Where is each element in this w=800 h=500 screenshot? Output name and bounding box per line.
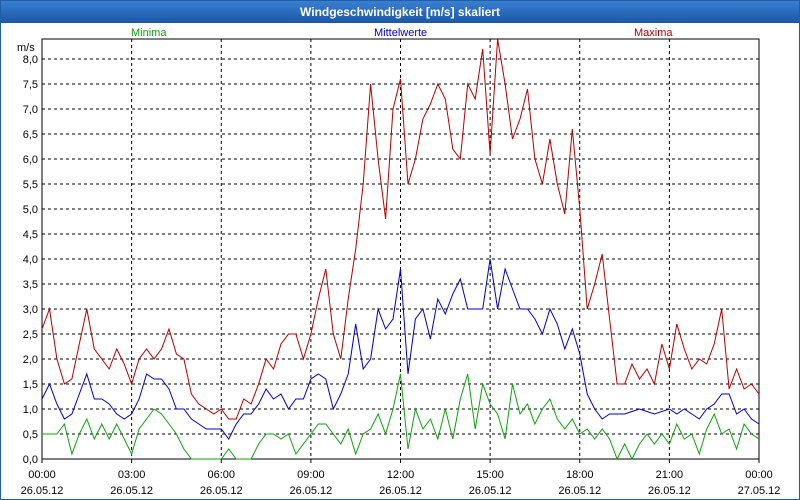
x-tick-label-date: 26.05.12 — [110, 485, 153, 497]
x-tick-label-date: 26.05.12 — [379, 485, 422, 497]
y-tick-label: 0,0 — [23, 454, 38, 466]
y-tick-label: 5,5 — [23, 179, 38, 191]
x-tick-label-time: 03:00 — [118, 469, 146, 481]
y-axis-unit: m/s — [17, 42, 35, 54]
y-tick-label: 6,0 — [23, 154, 38, 166]
x-tick-label-time: 12:00 — [387, 469, 415, 481]
y-tick-label: 4,5 — [23, 229, 38, 241]
y-tick-label: 2,0 — [23, 354, 38, 366]
legend-mittelwerte: Mittelwerte — [374, 27, 428, 39]
x-tick-label-date: 26.05.12 — [648, 485, 691, 497]
y-tick-label: 3,5 — [23, 279, 38, 291]
y-tick-label: 5,0 — [23, 204, 38, 216]
x-tick-label-time: 06:00 — [207, 469, 235, 481]
x-tick-label-date: 26.05.12 — [200, 485, 243, 497]
y-tick-label: 4,0 — [23, 254, 38, 266]
y-tick-label: 0,5 — [23, 429, 38, 441]
y-tick-label: 7,0 — [23, 104, 38, 116]
x-tick-label-date: 27.05.12 — [738, 485, 781, 497]
x-tick-label-time: 21:00 — [656, 469, 684, 481]
y-tick-label: 1,5 — [23, 379, 38, 391]
x-tick-label-date: 26.05.12 — [289, 485, 332, 497]
series-line-mittelwerte — [41, 258, 760, 440]
series-line-minima — [42, 373, 760, 461]
x-tick-label-date: 26.05.12 — [21, 485, 64, 497]
window-title: Windgeschwindigkeit [m/s] skaliert — [1, 1, 799, 23]
x-tick-label-time: 18:00 — [566, 469, 594, 481]
x-tick-label-time: 09:00 — [297, 469, 325, 481]
y-tick-label: 2,5 — [23, 329, 38, 341]
x-tick-label-time: 00:00 — [28, 469, 56, 481]
y-tick-label: 7,5 — [23, 79, 38, 91]
x-tick-label-date: 26.05.12 — [558, 485, 601, 497]
y-tick-label: 8,0 — [23, 54, 38, 66]
legend-maxima: Maxima — [634, 27, 673, 39]
legend-minima: Minima — [131, 27, 167, 39]
y-tick-label: 1,0 — [23, 404, 38, 416]
x-tick-label-date: 26.05.12 — [469, 485, 512, 497]
y-tick-label: 6,5 — [23, 129, 38, 141]
x-tick-label-time: 15:00 — [476, 469, 504, 481]
y-tick-label: 3,0 — [23, 304, 38, 316]
x-tick-label-time: 00:00 — [745, 469, 773, 481]
series-line-maxima — [41, 38, 760, 420]
